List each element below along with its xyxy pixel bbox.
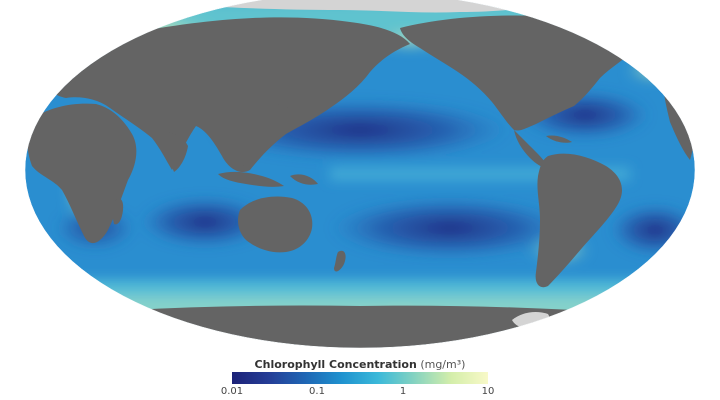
landmass-japan xyxy=(278,86,293,113)
landmass-madagascar xyxy=(112,198,124,225)
colorbar-fill xyxy=(232,372,488,384)
landmass-eurasia xyxy=(40,17,410,173)
colorbar xyxy=(232,372,488,384)
legend-tick: 0.01 xyxy=(220,386,244,397)
colorbar-legend: Chlorophyll Concentration (mg/m³) 0.01 0… xyxy=(0,354,720,400)
legend-tick: 1 xyxy=(399,386,407,397)
legend-title: Chlorophyll Concentration (mg/m³) xyxy=(0,358,720,371)
landmass-india xyxy=(164,132,188,172)
landmass-south-america xyxy=(535,153,622,288)
landmass-indonesia xyxy=(218,171,284,187)
landmass-australia xyxy=(238,196,313,253)
legend-title-text: Chlorophyll Concentration xyxy=(254,358,417,371)
landmass-antarctica xyxy=(25,305,695,348)
landmass-new-zealand xyxy=(334,250,346,272)
legend-unit: (mg/m³) xyxy=(420,358,466,371)
globe-outline xyxy=(24,0,696,349)
landmass-africa xyxy=(27,103,137,244)
legend-tick: 10 xyxy=(481,386,495,397)
legend-tick: 0.1 xyxy=(309,386,325,397)
chlorophyll-world-map xyxy=(24,0,696,349)
landmass-greenland xyxy=(589,10,669,44)
landmass-central-america xyxy=(514,130,548,168)
landmass-north-america xyxy=(400,15,640,131)
